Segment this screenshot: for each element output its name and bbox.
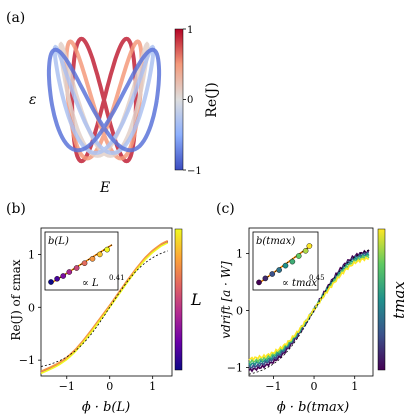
panel-c-inset-point (276, 267, 282, 273)
colorbar-tick-neg1: −1 (187, 166, 202, 177)
panel-a-colorbar (174, 28, 184, 171)
panel-c-inset-point (269, 271, 276, 277)
panel-c-reference-curve (248, 249, 370, 375)
panel-b-inset-fit-exponent: 0.41 (109, 274, 125, 282)
panel-a-xlabel: E (99, 180, 110, 196)
panel-c-ytick-label: −1 (227, 361, 243, 374)
colorbar-tick-0: 0 (187, 95, 193, 106)
panel-c-inset-point (256, 279, 262, 286)
colorbar-tick-1: 1 (187, 25, 193, 36)
panel-b-inset-point (66, 269, 73, 275)
panel-b-inset-point (89, 255, 96, 262)
panel-b-series-4 (40, 239, 169, 372)
panel-c-frame (248, 227, 374, 377)
panel-c-inset-point (295, 253, 302, 259)
panel-b-reference-curve (40, 250, 168, 367)
panel-b-colorbar (174, 228, 183, 371)
panel-c-inset-fit-text: ∝ tmax (282, 278, 317, 289)
panel-b-xtick-label: 1 (149, 380, 156, 393)
panel-b-inset-fit-text: ∝ L (82, 278, 99, 289)
panel-c-inset-title: b(tmax) (256, 236, 295, 247)
panel-a-loops (46, 36, 162, 164)
panel-c-inset-point (262, 275, 269, 282)
panel-c-ytick-label: 1 (236, 248, 243, 261)
panel-c-xtick-label: −1 (265, 380, 281, 393)
panel-b-inset-point (54, 275, 60, 282)
panel-b-label: (b) (6, 201, 26, 217)
panel-b-inset-point (81, 260, 88, 267)
panel-b-frame (40, 227, 173, 377)
panel-b-colorbar-label: L (190, 290, 202, 309)
panel-b-inset-title: b(L) (48, 236, 69, 247)
panel-c-inset-point (302, 247, 309, 254)
panel-b-inset-point (60, 273, 67, 279)
panel-c-label: (c) (216, 201, 235, 217)
loop-5 (46, 47, 162, 153)
panel-a-colorbar-ticks: 1 0 −1 (183, 25, 202, 177)
panel-b-inset-fit-dotted (49, 244, 113, 285)
loop-4 (52, 44, 156, 156)
panel-b-xlabel: ϕ · b(L) (82, 400, 130, 415)
panel-c-ytick-label: 0 (236, 305, 243, 318)
panel-b-inset-point (73, 265, 80, 271)
panel-b-ytick-label: 0 (28, 301, 35, 314)
panel-c-colorbar-label: tmax (390, 281, 408, 319)
panel-b-ylabel: Re(J) of εmax (9, 259, 23, 340)
panel-b-ytick-label: −1 (19, 354, 35, 367)
panel-b-inset-point (104, 246, 110, 253)
panel-c-ylabel: vdrift [a · W] (219, 261, 233, 339)
panel-c-xtick-label: 0 (311, 380, 318, 393)
panel-c-inset-point (306, 243, 313, 249)
panel-c-xlabel: ϕ · b(tmax) (277, 400, 349, 415)
panel-b-inset-point (48, 279, 54, 285)
panel-b-ytick-label: 1 (28, 248, 35, 261)
panel-c-colorbar (377, 228, 386, 371)
panel-c-inset-point (289, 258, 296, 265)
panel-a-label: (a) (6, 10, 25, 26)
panel-a-colorbar-label: Re(J) (204, 82, 220, 117)
panel-b-axes: −1 −1 0 0 1 1 b(L) ∝ L 0.41 (19, 227, 173, 393)
panel-c-inset-point (282, 262, 289, 269)
panel-b-inset-point (97, 251, 103, 258)
panel-a-ylabel: ε (29, 92, 37, 108)
panel-c-xtick-label: 1 (351, 380, 358, 393)
panel-b-xtick-label: 0 (106, 380, 113, 393)
panel-b-series-5 (40, 242, 169, 375)
panel-b-xtick-label: −1 (59, 380, 75, 393)
panel-c-inset-fit-exponent: 0.45 (309, 274, 325, 282)
panel-c-series-5 (248, 256, 369, 362)
